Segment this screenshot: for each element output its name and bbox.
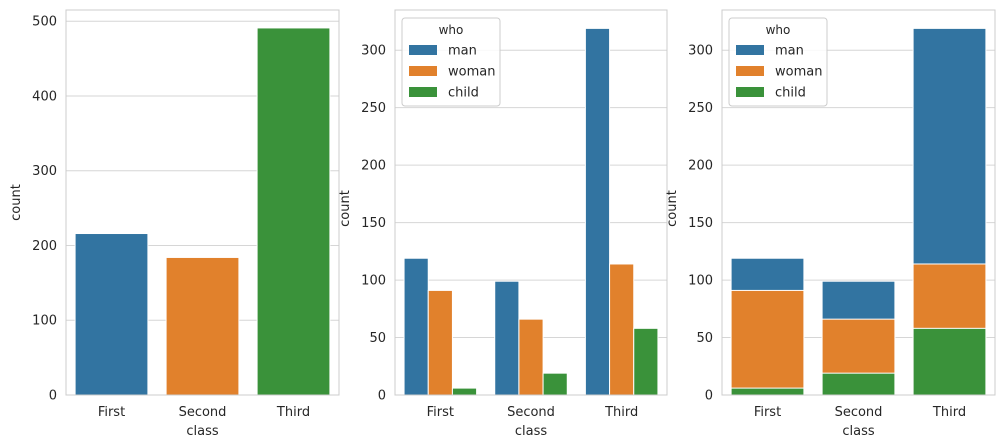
legend-label-child: child: [775, 86, 806, 101]
bar-man-second: [494, 280, 520, 396]
bar-child-first: [730, 387, 805, 396]
legend-label-woman: woman: [775, 65, 822, 80]
legend-label-woman: woman: [448, 65, 495, 80]
x-tick-label: Third: [276, 405, 310, 420]
y-tick-label: 250: [688, 101, 713, 116]
legend-box: [401, 17, 501, 107]
chart-class-count-by-who-stacked: 0 50 100 150 200 250 300 First Second Third class c…: [665, 9, 996, 439]
x-axis-label: class: [186, 424, 218, 439]
y-tick-label: 100: [688, 274, 713, 289]
y-tick-label: 100: [361, 274, 386, 289]
legend-swatch-child: [409, 87, 437, 97]
y-tick-label: 50: [696, 331, 713, 346]
legend-title: who: [766, 23, 791, 37]
bar-woman-third: [609, 263, 635, 396]
bar-woman-second: [518, 318, 544, 396]
legend: who man woman child: [728, 17, 828, 107]
y-tick-label: 0: [705, 389, 713, 404]
y-tick-label: 50: [369, 331, 386, 346]
bar-child-first: [451, 387, 478, 396]
x-axis-label: class: [515, 424, 547, 439]
legend-label-child: child: [448, 86, 479, 101]
y-tick-label: 200: [32, 239, 57, 254]
bar-second: [165, 256, 240, 396]
plot-frame: [721, 9, 996, 396]
legend-box: [728, 17, 828, 107]
y-tick-label: 300: [688, 44, 713, 59]
y-axis-label: count: [338, 190, 353, 227]
y-tick-label: 500: [32, 15, 57, 30]
legend-title: who: [439, 23, 464, 37]
chart-class-count-by-who-grouped: 0 50 100 150 200 250 300 First Second Third class c…: [338, 9, 668, 439]
x-tick-label: Second: [179, 405, 227, 420]
bar-first: [74, 233, 149, 396]
legend-swatch-man: [736, 45, 764, 55]
y-tick-label: 200: [361, 159, 386, 174]
x-tick-label: Second: [835, 405, 883, 420]
y-axis-label: count: [9, 184, 24, 221]
bar-child-third: [912, 327, 987, 396]
legend-label-man: man: [775, 44, 804, 59]
y-tick-label: 100: [32, 314, 57, 329]
y-tick-label: 250: [361, 101, 386, 116]
plot-frame: [65, 9, 340, 396]
x-tick-label: First: [427, 405, 454, 420]
y-tick-label: 300: [361, 44, 386, 59]
x-tick-label: Second: [507, 405, 555, 420]
x-axis-label: class: [842, 424, 874, 439]
x-tick-label: Third: [604, 405, 638, 420]
x-tick-label: Third: [932, 405, 966, 420]
bar-child-third: [633, 327, 659, 396]
y-tick-label: 200: [688, 159, 713, 174]
bar-third: [256, 27, 331, 396]
legend: who man woman child: [401, 17, 501, 107]
y-tick-label: 150: [361, 216, 386, 231]
legend-swatch-woman: [736, 66, 764, 76]
legend-swatch-child: [736, 87, 764, 97]
legend-swatch-woman: [409, 66, 437, 76]
bar-child-second: [821, 372, 896, 396]
x-tick-label: First: [98, 405, 125, 420]
bar-child-second: [542, 372, 568, 396]
chart-class-count: 0 100 200 300 400 500 First Second Third class cou…: [9, 9, 340, 439]
legend-swatch-man: [409, 45, 437, 55]
bar-man-third: [584, 27, 611, 396]
y-tick-label: 300: [32, 164, 57, 179]
x-tick-label: First: [754, 405, 781, 420]
bar-woman-first: [427, 289, 453, 396]
bar-man-first: [403, 257, 429, 396]
plot-frame: [394, 9, 668, 396]
y-tick-label: 400: [32, 89, 57, 104]
y-tick-label: 150: [688, 216, 713, 231]
bar-woman-first: [730, 289, 805, 396]
legend-label-man: man: [448, 44, 477, 59]
y-tick-label: 0: [49, 389, 57, 404]
y-tick-label: 0: [378, 389, 386, 404]
y-axis-label: count: [665, 190, 680, 227]
